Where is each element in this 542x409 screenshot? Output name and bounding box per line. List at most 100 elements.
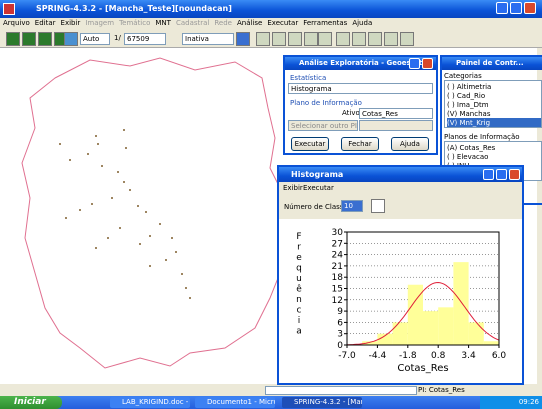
x-tick-label: -1.8: [399, 351, 417, 361]
maximize[interactable]: [496, 169, 507, 180]
menu-item[interactable]: Temático: [119, 19, 150, 27]
bar: [393, 322, 408, 345]
tool-icon[interactable]: [288, 32, 302, 46]
y-tick-label: 18: [332, 273, 344, 283]
active-input: Cotas_Res: [359, 108, 433, 119]
x-tick-label: 0.8: [431, 351, 446, 361]
tool-icon[interactable]: [384, 32, 398, 46]
task-button[interactable]: Documento1 - Micros...: [195, 397, 275, 408]
menu-item[interactable]: Rede: [214, 19, 232, 27]
menu-item[interactable]: Executar: [267, 19, 298, 27]
other-input: [359, 120, 433, 131]
stat-select[interactable]: Histograma: [288, 83, 433, 94]
app-icon: [3, 3, 15, 15]
categories-list: ( ) Altimetria( ) Cad_Rio( ) Ima_Dtm(V) …: [444, 80, 542, 128]
section-label: Estatística: [290, 74, 326, 82]
y-tick-label: 6: [337, 318, 343, 328]
classes-select[interactable]: 10: [341, 200, 363, 212]
close[interactable]: [422, 58, 433, 69]
y-tick-label: 3: [337, 330, 343, 340]
tool-icon[interactable]: [272, 32, 286, 46]
title-bar: SPRING-4.3.2 - [Mancha_Teste][noundacan]: [0, 0, 542, 18]
analysis-dialog: Análise Exploratória - Geoestat... Estat…: [283, 55, 438, 155]
toolbar: Auto 1/ 67509 Inativa: [0, 30, 542, 48]
state-select[interactable]: Inativa: [182, 33, 234, 45]
minimize[interactable]: [483, 169, 494, 180]
planes-label: Planos de Informação: [444, 133, 520, 141]
window-title: SPRING-4.3.2 - [Mancha_Teste][noundacan]: [36, 4, 232, 13]
menu-item[interactable]: Análise: [237, 19, 262, 27]
screen: SPRING-4.3.2 - [Mancha_Teste][noundacan]…: [0, 0, 542, 409]
tool-icon[interactable]: [336, 32, 350, 46]
minimize[interactable]: [496, 2, 508, 14]
section-label: Plano de Informação: [290, 99, 362, 107]
tool-icon[interactable]: [368, 32, 382, 46]
tool-icon[interactable]: [236, 32, 250, 46]
menu-item[interactable]: Executar: [303, 184, 334, 192]
histogram-plot: 03 691215 182124 2730 -7.0 -4.4 -1.8 0.8 3.4 6.0 C…: [279, 219, 522, 383]
tool-icon[interactable]: [352, 32, 366, 46]
categories-label: Categorias: [444, 72, 482, 80]
x-tick-label: -7.0: [338, 351, 356, 361]
x-axis-label: Cotas_Res: [397, 363, 448, 374]
x-tick-label: 3.4: [461, 351, 476, 361]
tool-icon[interactable]: [64, 32, 78, 46]
close[interactable]: [509, 169, 520, 180]
tool-icon[interactable]: [318, 32, 332, 46]
menu-item[interactable]: Exibir: [283, 184, 303, 192]
task-button[interactable]: LAB_KRIGIND.doc - M...: [110, 397, 190, 408]
maximize[interactable]: [510, 2, 522, 14]
edit-icon[interactable]: [371, 199, 385, 213]
mode-select[interactable]: Auto: [80, 33, 110, 45]
tool-icon[interactable]: [38, 32, 52, 46]
y-tick-label: 30: [332, 228, 344, 238]
tool-icon[interactable]: [22, 32, 36, 46]
menu-item[interactable]: Imagem: [85, 19, 114, 27]
y-tick-label: 12: [332, 296, 343, 306]
bar: [423, 311, 438, 345]
x-tick-label: -4.4: [369, 351, 387, 361]
select-other[interactable]: Selecionar outro PI...: [288, 120, 358, 131]
button[interactable]: Fechar: [341, 137, 379, 151]
scale-prefix: 1/: [114, 34, 121, 42]
clock: 09:26: [480, 396, 542, 409]
category-item[interactable]: (V) Mnt_Krig: [447, 118, 541, 128]
histogram-window: Histograma Exibir Executar Número de Cla…: [277, 165, 524, 385]
bar: [438, 307, 453, 345]
y-tick-label: 27: [332, 239, 343, 249]
tool-icon[interactable]: [400, 32, 414, 46]
y-tick-label: 0: [337, 341, 343, 351]
bar: [484, 341, 499, 345]
y-tick-label: 9: [337, 307, 343, 317]
menu-item[interactable]: Exibir: [61, 19, 81, 27]
button[interactable]: Ajuda: [391, 137, 429, 151]
minimize[interactable]: [409, 58, 420, 69]
bar: [453, 262, 468, 345]
y-tick-label: 21: [332, 262, 343, 272]
taskbar: Iniciar LAB_KRIGIND.doc - M... Documento…: [0, 396, 542, 409]
menu-item[interactable]: Ferramentas: [303, 19, 347, 27]
status-field: [265, 386, 417, 395]
button[interactable]: Executar: [291, 137, 329, 151]
menu-bar: Arquivo Editar Exibir Imagem Temático MNT Cada…: [0, 18, 542, 30]
y-tick-label: 15: [332, 285, 343, 295]
status-bar: PI: Cotas_Res: [0, 385, 542, 396]
x-tick-label: 6.0: [492, 351, 507, 361]
tool-icon[interactable]: [6, 32, 20, 46]
status-pi: PI: Cotas_Res: [418, 386, 465, 394]
y-tick-label: 24: [332, 251, 344, 261]
menu-item[interactable]: Ajuda: [352, 19, 372, 27]
menu-item[interactable]: Editar: [35, 19, 56, 27]
task-button[interactable]: SPRING-4.3.2 - [Man...: [282, 397, 362, 408]
scale-input[interactable]: 67509: [124, 33, 166, 45]
panel-title: Painel de Contr...: [442, 57, 542, 70]
panel-edge: [524, 205, 542, 325]
menu-item[interactable]: Arquivo: [3, 19, 30, 27]
menu-item[interactable]: Cadastral: [176, 19, 209, 27]
menu-item[interactable]: MNT: [155, 19, 171, 27]
tool-icon[interactable]: [256, 32, 270, 46]
bar: [469, 322, 484, 345]
close[interactable]: [524, 2, 536, 14]
start-button[interactable]: Iniciar: [0, 396, 62, 409]
tool-icon[interactable]: [304, 32, 318, 46]
